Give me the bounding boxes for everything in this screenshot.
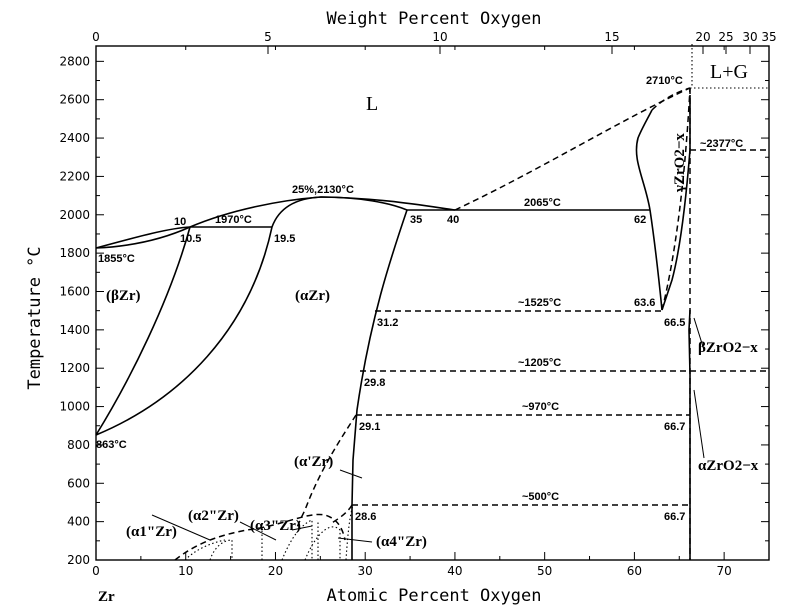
y-axis-title: Temperature °C — [25, 246, 45, 389]
liquidus-beta — [95, 226, 191, 249]
label-2710: 2710°C — [646, 75, 683, 87]
alpha-liquidus-right — [320, 196, 456, 211]
y-tick-label: 1200 — [59, 361, 90, 375]
phase-alpha2-zr: (α2"Zr) — [188, 508, 239, 524]
beta-alpha-upper — [95, 226, 191, 436]
label-2377: ~2377°C — [700, 138, 743, 150]
oxide-boundary-right — [661, 95, 691, 311]
label-c10-5: 10.5 — [180, 233, 201, 245]
label-c62: 62 — [634, 214, 646, 226]
phase-alpha-zro2: αZrO2−x — [698, 458, 759, 474]
phase-gamma-zro2: γZrO2−x — [672, 133, 688, 193]
ord-7 — [184, 539, 226, 561]
x-bottom-tick-label: 40 — [447, 564, 462, 578]
ord-6 — [345, 504, 354, 561]
y-tick-label: 1000 — [59, 400, 90, 414]
ord-1 — [209, 539, 233, 561]
phase-liquid: L — [366, 93, 378, 115]
y-tick-label: 2000 — [59, 208, 90, 222]
label-970: ~970°C — [522, 401, 559, 413]
y-tick-label: 200 — [67, 553, 90, 567]
y-tick-label: 2400 — [59, 131, 90, 145]
label-c66-5: 66.5 — [664, 317, 685, 329]
phase-alpha3-zr: (α3"Zr) — [250, 518, 301, 534]
label-1970: 1970°C — [215, 214, 252, 226]
y-tick-label: 800 — [67, 438, 90, 452]
x-top-tick-label: 30 — [742, 30, 757, 44]
x-bottom-tick-label: 10 — [178, 564, 193, 578]
phase-beta-zr: (βZr) — [106, 288, 141, 304]
x-bottom-tick-label: 30 — [358, 564, 373, 578]
alpha-solvus — [351, 209, 408, 560]
x-top-tick-label: 20 — [695, 30, 710, 44]
ord-3 — [281, 519, 313, 561]
label-1855: 1855°C — [98, 253, 135, 265]
label-c66-7a: 66.7 — [664, 421, 685, 433]
leader-lines — [151, 317, 705, 543]
label-c31-2: 31.2 — [377, 317, 398, 329]
phase-alpha1-zr: (α1"Zr) — [126, 524, 177, 540]
x-bottom-tick-label: 60 — [627, 564, 642, 578]
y-tick-label: 1600 — [59, 284, 90, 298]
y-tick-label: 1800 — [59, 246, 90, 260]
label-c66-7b: 66.7 — [664, 511, 685, 523]
y-tick-label: 2600 — [59, 93, 90, 107]
y-tick-label: 2200 — [59, 169, 90, 183]
liquidus-to-oxide — [454, 87, 691, 211]
y-tick-label: 2800 — [59, 54, 90, 68]
element-label: Zr — [98, 589, 115, 605]
label-c40: 40 — [447, 214, 459, 226]
x-bottom-tick-label: 70 — [716, 564, 731, 578]
x-top-tick-label: 0 — [92, 30, 100, 44]
plot-frame — [95, 45, 770, 561]
beta-alpha-lower — [95, 226, 273, 436]
ord-4 — [304, 526, 341, 561]
label-1205: ~1205°C — [518, 357, 561, 369]
dotted-boundaries — [184, 44, 769, 561]
label-2130: 25%,2130°C — [292, 184, 354, 196]
y-tick-label: 600 — [67, 476, 90, 490]
x-top-axis-title: Weight Percent Oxygen — [327, 9, 542, 29]
x-top-tick-label: 5 — [264, 30, 272, 44]
x-top-tick-label: 15 — [604, 30, 619, 44]
phase-liquid-gas: L+G — [710, 61, 748, 83]
label-c35: 35 — [410, 214, 422, 226]
alpha-liquidus-left — [189, 196, 322, 228]
phase-alpha4-zr: (α4"Zr) — [376, 534, 427, 550]
label-c10: 10 — [174, 216, 186, 228]
x-bottom-tick-label: 0 — [92, 564, 100, 578]
x-top-tick-label: 10 — [432, 30, 447, 44]
label-c63-6: 63.6 — [634, 297, 655, 309]
label-1525: ~1525°C — [518, 297, 561, 309]
y-tick-label: 1400 — [59, 323, 90, 337]
label-2065: 2065°C — [524, 197, 561, 209]
label-c29-8: 29.8 — [364, 377, 385, 389]
label-c29-1: 29.1 — [359, 421, 380, 433]
gamma-right-dashed — [661, 87, 691, 311]
label-863: 863°C — [96, 439, 127, 451]
axis-ticks: 0 10 20 30 40 50 60 70 0 5 10 15 20 25 30 35 200 400 600 80… — [59, 30, 776, 578]
x-bottom-tick-label: 50 — [537, 564, 552, 578]
phase-alpha-zr: (αZr) — [295, 288, 330, 304]
oxide-liquidus-left — [635, 109, 653, 211]
phase-alpha-prime-zr: (α'Zr) — [294, 454, 333, 470]
label-500: ~500°C — [522, 491, 559, 503]
phase-beta-zro2: βZrO2−x — [698, 340, 758, 356]
alpha-prime-curve — [295, 414, 357, 531]
y-tick-label: 400 — [67, 515, 90, 529]
oxide-solvus-left — [649, 209, 663, 311]
dashed-boundaries — [174, 87, 769, 561]
x-top-tick-label: 35 — [761, 30, 776, 44]
label-c19-5: 19.5 — [274, 233, 295, 245]
x-bottom-tick-label: 20 — [268, 564, 283, 578]
label-c28-6: 28.6 — [355, 511, 376, 523]
gamma-left-dashed — [651, 87, 691, 111]
ordering-dome — [174, 513, 346, 561]
alpha-prime-low — [329, 504, 353, 525]
x-bottom-axis-title: Atomic Percent Oxygen — [327, 586, 542, 606]
solidus-beta — [95, 226, 191, 249]
x-top-tick-label: 25 — [718, 30, 733, 44]
